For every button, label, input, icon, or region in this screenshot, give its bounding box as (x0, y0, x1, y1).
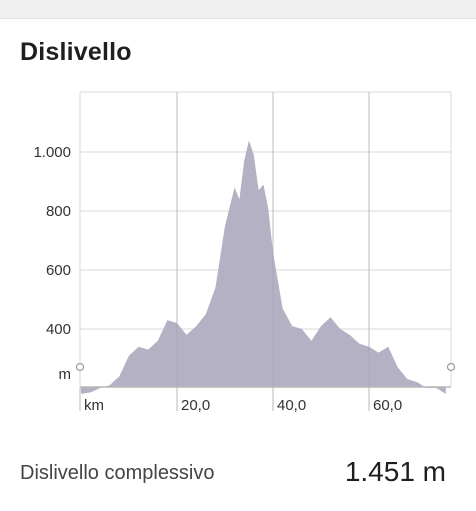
x-tick-label: 60,0 (373, 397, 402, 414)
top-bar (0, 0, 476, 19)
y-tick-label: 800 (46, 203, 71, 220)
total-elevation-label: Dislivello complessivo (20, 462, 215, 484)
x-axis-unit-label: km (84, 397, 104, 414)
x-tick-label: 20,0 (181, 397, 210, 414)
y-tick-label: 1.000 (33, 144, 71, 161)
elevation-chart: 400 600 800 1.000 m km 20,0 40,0 60,0 (0, 80, 476, 420)
start-marker (75, 362, 85, 372)
elevation-chart-svg: 400 600 800 1.000 mkm 20,0 40,0 60,0 (33, 91, 456, 414)
y-tick-label: 600 (46, 262, 71, 279)
end-marker (446, 362, 456, 372)
x-tick-label: 40,0 (277, 397, 306, 414)
y-tick-label: 400 (46, 321, 71, 338)
total-elevation-value: 1.451 m (344, 456, 446, 487)
y-axis-unit-label: m (59, 366, 72, 383)
elevation-area (81, 140, 446, 394)
page-title: Dislivello (20, 38, 132, 66)
